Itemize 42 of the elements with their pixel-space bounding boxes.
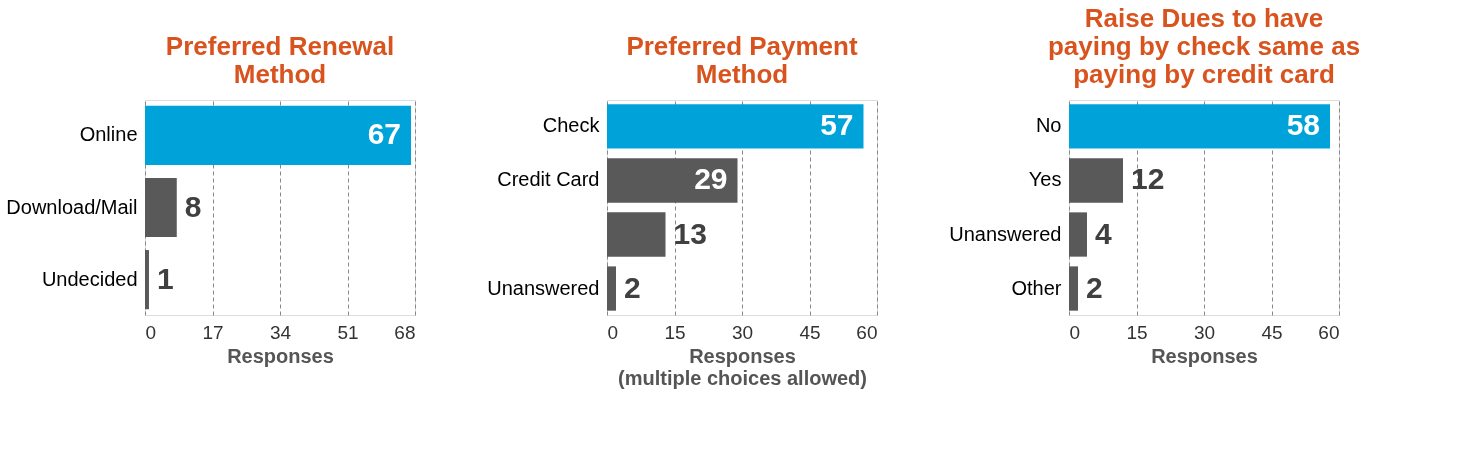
x-tick-label: 60: [856, 321, 878, 343]
y-tick-label: No: [1035, 114, 1062, 137]
data-label: 29: [694, 162, 728, 196]
data-label: 4: [1095, 216, 1112, 250]
data-label: 2: [1086, 270, 1103, 304]
x-tick-label: 68: [394, 321, 416, 343]
data-label: 2: [624, 270, 641, 304]
chart-title: Raise Dues to have paying by check same as paying by credit card: [1047, 3, 1361, 89]
data-label: 8: [184, 189, 202, 223]
data-label: 13: [673, 216, 707, 250]
x-tick-label: 60: [1318, 321, 1340, 343]
x-tick-label: 0: [145, 321, 157, 343]
x-tick-label: 30: [731, 321, 754, 343]
x-tick-label: 30: [1193, 321, 1216, 343]
x-tick-label: 17: [202, 321, 224, 343]
data-label: 67: [367, 117, 402, 151]
y-tick-label: Credit Card: [497, 168, 600, 191]
data-label: 58: [1286, 108, 1320, 142]
y-tick-label: Unanswered: [487, 276, 600, 299]
x-axis-title: Responses (multiple choices allowed): [618, 344, 867, 389]
x-axis-title: Responses: [1151, 344, 1258, 367]
x-tick-label: 0: [1069, 321, 1081, 343]
data-label: 57: [820, 108, 854, 142]
x-tick-label: 51: [337, 321, 359, 343]
data-label: 1: [156, 261, 174, 295]
x-tick-label: 34: [269, 321, 292, 343]
x-tick-label: 45: [799, 321, 821, 343]
y-tick-label: Undecided: [41, 267, 138, 290]
y-tick-label: Yes: [1028, 168, 1062, 191]
data-label: 12: [1131, 162, 1165, 196]
chart-title: Preferred Renewal Method: [165, 31, 395, 89]
chart-title: Preferred Payment Method: [626, 31, 858, 89]
x-tick-label: 45: [1261, 321, 1283, 343]
y-tick-label: Check: [542, 114, 601, 137]
x-tick-label: 15: [1126, 321, 1148, 343]
y-tick-label: Download/Mail: [6, 195, 138, 218]
y-tick-label: Other: [1011, 276, 1062, 299]
x-tick-label: 15: [664, 321, 686, 343]
y-tick-label: Online: [79, 123, 138, 146]
y-tick-label: Unanswered: [949, 222, 1062, 245]
x-axis-title: Responses: [227, 344, 334, 367]
x-tick-label: 0: [607, 321, 619, 343]
